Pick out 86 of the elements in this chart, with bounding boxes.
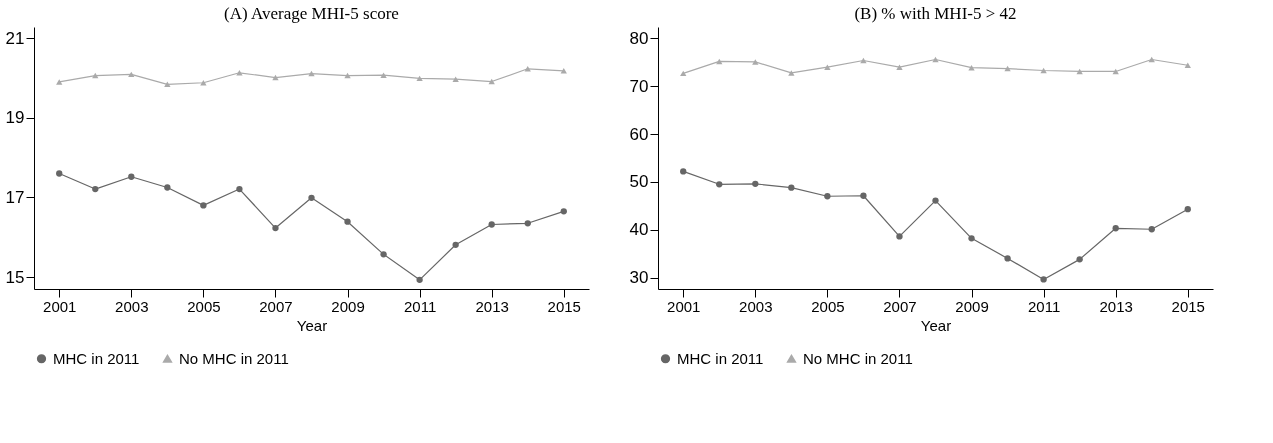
point: [752, 59, 759, 65]
chart-title: (B) % with MHI-5 > 42: [854, 4, 1017, 23]
point: [788, 184, 795, 191]
point: [716, 181, 723, 188]
y-tick-label: 80: [629, 28, 649, 48]
point: [932, 197, 939, 204]
point: [680, 70, 687, 77]
point: [308, 194, 315, 201]
y-tick-label: 19: [5, 108, 25, 128]
x-tick-label: 2001: [43, 297, 77, 315]
x-tick-label: 2013: [1099, 297, 1133, 315]
y-tick-label: 40: [629, 220, 649, 240]
point: [200, 202, 207, 209]
legend-label: MHC in 2011: [677, 349, 764, 367]
point: [1004, 255, 1011, 262]
x-tick-label: 2011: [403, 297, 437, 315]
legend-label: No MHC in 2011: [803, 349, 913, 367]
point: [680, 168, 687, 175]
point: [788, 70, 795, 76]
point: [272, 74, 279, 81]
point: [824, 64, 831, 70]
chart-title: (A) Average MHI-5 score: [224, 4, 399, 23]
point: [560, 68, 567, 74]
point: [56, 170, 63, 177]
x-tick-label: 2005: [811, 297, 845, 315]
point: [716, 58, 723, 65]
point: [272, 224, 279, 232]
point: [236, 185, 243, 193]
point: [164, 184, 171, 191]
point: [524, 220, 531, 227]
y-tick-label: 30: [629, 268, 649, 288]
point: [1004, 65, 1011, 72]
point: [488, 221, 495, 228]
point: [344, 218, 351, 225]
point: [1148, 226, 1155, 233]
point: [452, 76, 459, 82]
x-axis-title: Year: [296, 316, 328, 334]
point: [452, 241, 459, 248]
x-axis-title: Year: [920, 316, 952, 334]
y-tick-label: 70: [629, 76, 649, 96]
point: [416, 276, 423, 283]
x-tick-label: 2015: [1171, 297, 1205, 315]
legend-label: No MHC in 2011: [179, 349, 289, 367]
point: [56, 79, 63, 85]
x-tick-label: 2001: [667, 297, 701, 315]
y-tick-label: 60: [629, 124, 649, 144]
x-tick-label: 2003: [115, 297, 149, 315]
x-tick-label: 2015: [547, 297, 581, 315]
point: [1040, 67, 1047, 74]
point: [896, 233, 903, 240]
point: [1112, 225, 1119, 232]
point: [128, 173, 135, 180]
point: [1076, 256, 1083, 263]
point: [752, 180, 759, 187]
y-tick-label: 21: [5, 28, 25, 48]
point: [896, 64, 903, 70]
x-tick-label: 2007: [883, 297, 917, 315]
point: [1040, 276, 1047, 283]
point: [164, 81, 171, 88]
point: [236, 70, 243, 76]
point: [860, 57, 867, 64]
point: [968, 235, 975, 242]
x-tick-label: 2003: [739, 297, 773, 315]
point: [860, 192, 867, 199]
x-tick-label: 2009: [955, 297, 989, 315]
point: [92, 185, 99, 193]
x-tick-label: 2007: [259, 297, 293, 315]
point: [1184, 206, 1191, 213]
point: [560, 208, 567, 215]
point: [1076, 68, 1083, 75]
y-tick-label: 50: [629, 172, 649, 192]
y-tick-label: 17: [5, 187, 25, 207]
y-tick-label: 15: [5, 267, 25, 287]
point: [380, 251, 387, 258]
point: [932, 56, 939, 63]
point: [1184, 62, 1191, 68]
point: [824, 193, 831, 200]
point: [524, 66, 531, 72]
x-tick-label: 2011: [1027, 297, 1061, 315]
point: [416, 75, 423, 82]
point: [128, 71, 135, 78]
x-tick-label: 2005: [187, 297, 221, 315]
legend-label: MHC in 2011: [53, 349, 140, 367]
x-tick-label: 2013: [475, 297, 509, 315]
point: [380, 72, 387, 78]
x-tick-label: 2009: [331, 297, 365, 315]
